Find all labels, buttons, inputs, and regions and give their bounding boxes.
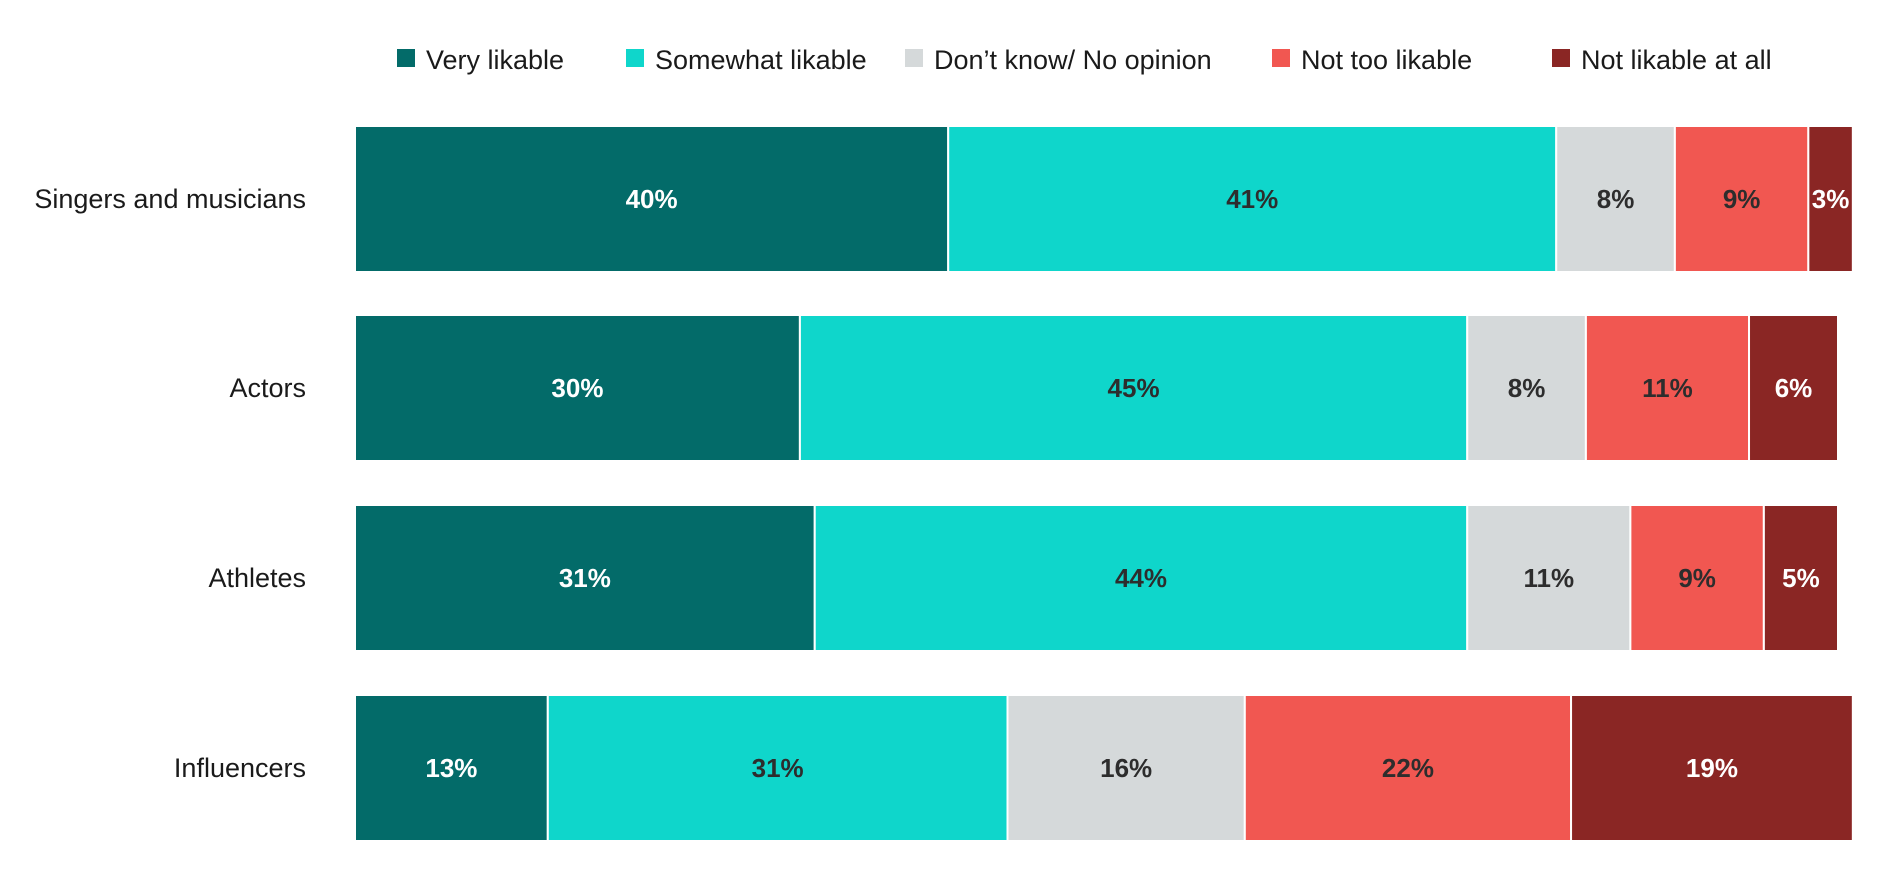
legend-label: Don’t know/ No opinion bbox=[934, 45, 1212, 75]
legend-item-don-t-know-no-opinion: Don’t know/ No opinion bbox=[905, 45, 1212, 75]
bar-segment-don-t-know-no-opinion bbox=[1006, 694, 1246, 842]
legend-item-not-too-likable: Not too likable bbox=[1272, 45, 1472, 75]
category-label-actors: Actors bbox=[229, 373, 306, 403]
data-label: 16% bbox=[1100, 753, 1152, 783]
bar-row-actors: 30% 45% 8% 11% 6% bbox=[354, 314, 1840, 462]
bar-segment-don-t-know-no-opinion bbox=[1466, 504, 1632, 652]
data-label: 9% bbox=[1678, 563, 1716, 593]
legend-item-somewhat-likable: Somewhat likable bbox=[626, 45, 867, 75]
data-label: 45% bbox=[1108, 373, 1160, 403]
legend-label: Very likable bbox=[426, 45, 564, 75]
bar-segment-not-likable-at-all bbox=[1748, 314, 1840, 462]
data-label: 44% bbox=[1115, 563, 1167, 593]
bar-segment-not-likable-at-all bbox=[1807, 125, 1854, 273]
data-label: 11% bbox=[1524, 563, 1575, 593]
data-label: 41% bbox=[1226, 184, 1278, 214]
bar-segment-somewhat-likable bbox=[798, 314, 1469, 462]
legend: Very likable Somewhat likable Don’t know/ … bbox=[397, 45, 1772, 75]
data-label: 9% bbox=[1723, 184, 1761, 214]
legend-item-not-likable-at-all: Not likable at all bbox=[1552, 45, 1772, 75]
data-label: 13% bbox=[425, 753, 477, 783]
data-label: 8% bbox=[1508, 373, 1546, 403]
bar-segment-don-t-know-no-opinion bbox=[1466, 314, 1587, 462]
data-label: 3% bbox=[1812, 184, 1850, 214]
legend-label: Not too likable bbox=[1301, 45, 1472, 75]
bar-segment-somewhat-likable bbox=[947, 125, 1558, 273]
data-label: 11% bbox=[1642, 373, 1693, 403]
bar-segment-don-t-know-no-opinion bbox=[1555, 125, 1676, 273]
legend-item-very-likable: Very likable bbox=[397, 45, 564, 75]
bar-segment-not-too-likable bbox=[1673, 125, 1810, 273]
category-label-singers-and-musicians: Singers and musicians bbox=[34, 184, 306, 214]
bar-segment-not-likable-at-all bbox=[1570, 694, 1854, 842]
category-label-influencers: Influencers bbox=[174, 753, 306, 783]
legend-swatch bbox=[1272, 49, 1290, 67]
bar-row-influencers: 13% 31% 16% 22% 19% bbox=[354, 694, 1854, 842]
bar-segment-not-too-likable bbox=[1243, 694, 1573, 842]
data-label: 8% bbox=[1597, 184, 1635, 214]
bar-segment-very-likable bbox=[354, 314, 801, 462]
bar-row-singers-and-musicians: 40% 41% 8% 9% 3% bbox=[354, 125, 1854, 273]
bar-row-athletes: 31% 44% 11% 9% 5% bbox=[354, 504, 1839, 652]
legend-swatch bbox=[905, 49, 923, 67]
bar-segment-very-likable bbox=[354, 694, 549, 842]
legend-swatch bbox=[626, 49, 644, 67]
data-label: 22% bbox=[1382, 753, 1434, 783]
data-label: 31% bbox=[752, 753, 804, 783]
legend-label: Somewhat likable bbox=[655, 45, 867, 75]
bar-segment-somewhat-likable bbox=[546, 694, 1009, 842]
data-label: 5% bbox=[1782, 563, 1820, 593]
category-label-athletes: Athletes bbox=[208, 563, 306, 593]
data-label: 31% bbox=[559, 563, 611, 593]
legend-label: Not likable at all bbox=[1581, 45, 1772, 75]
legend-swatch bbox=[1552, 49, 1570, 67]
bar-segment-very-likable bbox=[354, 125, 950, 273]
data-label: 19% bbox=[1686, 753, 1738, 783]
bar-segment-not-too-likable bbox=[1584, 314, 1751, 462]
data-label: 30% bbox=[551, 373, 603, 403]
bar-segment-not-too-likable bbox=[1629, 504, 1765, 652]
bar-segment-somewhat-likable bbox=[813, 504, 1469, 652]
data-label: 40% bbox=[626, 184, 678, 214]
bar-segment-not-likable-at-all bbox=[1762, 504, 1839, 652]
category-labels: Singers and musicians Actors Athletes Influ… bbox=[34, 184, 306, 783]
bars: 40% 41% 8% 9% 3% 30% 45% 8% 11% 6% 31% 44% 11% 9% 5% 13… bbox=[354, 125, 1854, 842]
legend-swatch bbox=[397, 49, 415, 67]
data-label: 6% bbox=[1775, 373, 1813, 403]
